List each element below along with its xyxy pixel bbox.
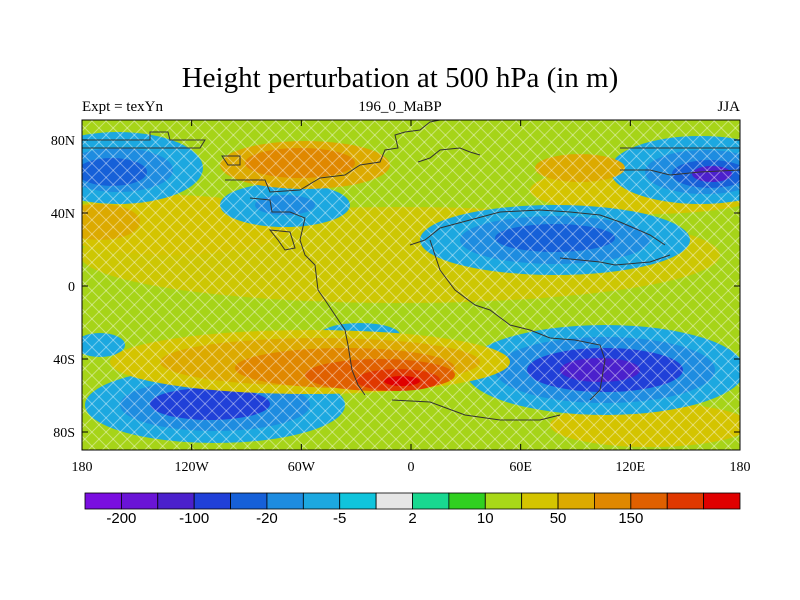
colorbar-swatch	[120, 492, 159, 510]
colorbar-swatch	[193, 492, 231, 510]
season-label: JJA	[717, 99, 740, 115]
colorbar-swatch	[230, 492, 268, 510]
colorbar-label: 10	[477, 510, 494, 527]
lon-label: 180	[730, 460, 751, 475]
colorbar-swatch	[557, 492, 595, 510]
colorbar-swatch	[84, 492, 122, 510]
significance-stippling	[82, 120, 740, 450]
lon-label: 60W	[288, 460, 316, 475]
colorbar-swatch	[339, 492, 377, 510]
colorbar-swatch	[703, 492, 741, 510]
colorbar-swatch	[521, 492, 559, 510]
colorbar-label: -100	[179, 510, 209, 527]
latitude-axis: 80N 40N 0 40S 80S	[51, 134, 740, 441]
colorbar-swatch	[666, 492, 705, 510]
colorbar-label: -200	[106, 510, 136, 527]
contour-field	[82, 120, 740, 450]
colorbar-swatch	[375, 492, 413, 510]
colorbar-swatch	[157, 492, 195, 510]
lat-label: 40S	[53, 353, 75, 368]
longitude-axis: 180 120W 60W 0 60E 120E 180	[72, 120, 751, 475]
colorbar-label: 2	[408, 510, 416, 527]
colorbar-swatch	[630, 492, 668, 510]
colorbar-label: -5	[333, 510, 346, 527]
colorbar-swatch	[302, 492, 341, 510]
colorbar-swatch	[266, 492, 304, 510]
colorbar-swatch	[594, 492, 632, 510]
coastlines	[82, 120, 740, 421]
lon-label: 180	[72, 460, 93, 475]
lat-label: 80N	[51, 134, 75, 149]
lon-label: 120E	[616, 460, 646, 475]
colorbar-label: 150	[618, 510, 643, 527]
colorbar-swatch	[448, 492, 486, 510]
experiment-label: Expt = texYn	[82, 99, 163, 115]
plot-title: Height perturbation at 500 hPa (in m)	[181, 62, 619, 94]
colorbar-swatch	[484, 492, 523, 510]
colorbar-label: -20	[256, 510, 278, 527]
lon-label: 0	[408, 460, 415, 475]
colorbar-label: 50	[550, 510, 567, 527]
case-label: 196_0_MaBP	[358, 99, 442, 115]
lon-label: 120W	[175, 460, 210, 475]
lat-label: 0	[68, 280, 75, 295]
lat-label: 80S	[53, 426, 75, 441]
colorbar-swatch	[412, 492, 450, 510]
lon-label: 60E	[509, 460, 532, 475]
colorbar: -200 -100 -20 -5 2 10 50 150	[84, 492, 741, 527]
lat-label: 40N	[51, 207, 75, 222]
